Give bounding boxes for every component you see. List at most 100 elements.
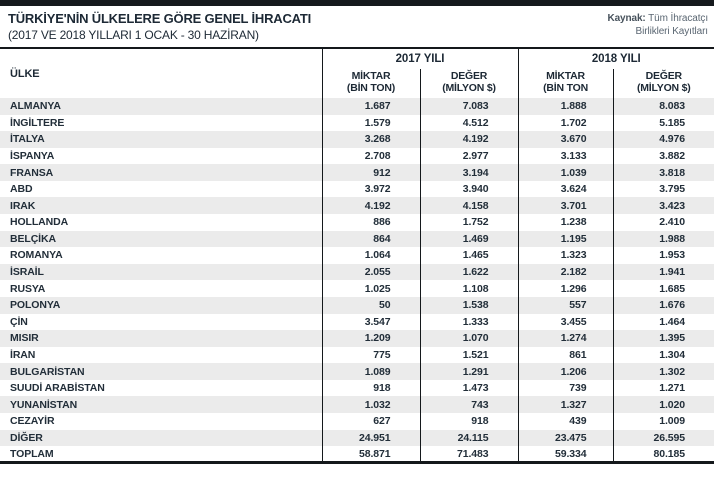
value-cell: 2.977 xyxy=(419,147,519,165)
country-cell: CEZAYİR xyxy=(0,412,323,430)
value-cell: 1.702 xyxy=(517,114,614,132)
value-cell: 1.070 xyxy=(419,330,519,347)
value-cell: 627 xyxy=(373,415,391,428)
value-cell: 3.547 xyxy=(364,315,391,328)
table-row: BELÇİKA 864 1.469 1.195 1.988 xyxy=(0,230,714,248)
exports-table: ÜLKE 2017 YILI 2018 YILI MİKTAR (BİN TON… xyxy=(0,47,714,465)
value-cell: 1.020 xyxy=(612,396,714,413)
value-cell: 4.192 xyxy=(364,199,391,212)
value-cell: 1.271 xyxy=(612,379,714,397)
value-cell: 912 xyxy=(373,166,391,179)
table-row: YUNANİSTAN 1.032 743 1.327 1.020 xyxy=(0,396,714,413)
header-line: DEĞER xyxy=(645,70,683,82)
value-cell: 50 xyxy=(379,299,391,312)
value-cell: 1.323 xyxy=(517,247,614,264)
value-cell: 743 xyxy=(419,396,519,413)
table-row: DİĞER 24.951 24.115 23.475 26.595 xyxy=(0,429,714,447)
value-cell: 3.882 xyxy=(612,147,714,165)
value-cell: 3.133 xyxy=(517,147,614,165)
country-cell: DİĞER xyxy=(0,429,323,447)
value-cell: 24.115 xyxy=(419,429,519,447)
country-cell: IRAK xyxy=(0,197,323,215)
value-cell: 3.818 xyxy=(612,164,714,181)
table-row: İTALYA 3.268 4.192 3.670 4.976 xyxy=(0,131,714,148)
value-cell: 918 xyxy=(419,412,519,430)
value-cell: 1.988 xyxy=(612,230,714,248)
table-row: İRAN 775 1.521 861 1.304 xyxy=(0,346,714,364)
table-row: MISIR 1.209 1.070 1.274 1.395 xyxy=(0,330,714,347)
top-accent-bar xyxy=(0,0,714,6)
value-cell: 1.032 xyxy=(364,398,391,411)
value-cell: 2.182 xyxy=(517,263,614,281)
value-cell: 59.334 xyxy=(517,446,614,463)
value-cell: 3.455 xyxy=(517,313,614,331)
table-row: ALMANYA 1.687 7.083 1.888 8.083 xyxy=(0,98,714,115)
value-cell: 1.521 xyxy=(419,346,519,364)
value-cell: 1.327 xyxy=(517,396,614,413)
value-cell: 1.953 xyxy=(612,247,714,264)
column-group-2018: 2018 YILI xyxy=(517,48,714,69)
value-cell: 864 xyxy=(373,232,391,245)
value-cell: 1.291 xyxy=(419,363,519,380)
value-cell: 3.795 xyxy=(612,180,714,198)
value-cell: 1.752 xyxy=(419,214,519,231)
source-text-line1: Tüm İhracatçı xyxy=(645,13,708,24)
table-row: İSRAİL 2.055 1.622 2.182 1.941 xyxy=(0,263,714,281)
value-cell: 1.304 xyxy=(612,346,714,364)
value-cell: 918 xyxy=(373,382,391,395)
value-cell: 24.951 xyxy=(358,431,391,444)
value-cell: 8.083 xyxy=(612,98,714,115)
value-cell: 3.972 xyxy=(364,183,391,196)
value-cell: 1.676 xyxy=(612,296,714,314)
country-cell: YUNANİSTAN xyxy=(0,396,323,413)
value-cell: 5.185 xyxy=(612,114,714,132)
header-line: (BİN TON) xyxy=(346,82,396,95)
source-text-line2: Birlikleri Kayıtları xyxy=(635,25,709,37)
column-header-2018-deger: DEĞER (MİLYON $) xyxy=(612,69,714,98)
country-cell: RUSYA xyxy=(0,280,323,297)
country-cell: İSPANYA xyxy=(0,147,323,165)
table-row: TOPLAM 58.871 71.483 59.334 80.185 xyxy=(0,446,714,463)
value-cell: 1.039 xyxy=(517,164,614,181)
value-cell: 1.195 xyxy=(517,230,614,248)
value-cell: 1.025 xyxy=(364,282,391,295)
header-line: DEĞER xyxy=(450,70,488,82)
table-row: ROMANYA 1.064 1.465 1.323 1.953 xyxy=(0,247,714,264)
value-cell: 1.622 xyxy=(419,263,519,281)
table-row: SUUDİ ARABİSTAN 918 1.473 739 1.271 xyxy=(0,379,714,397)
value-cell: 3.701 xyxy=(517,197,614,215)
value-cell: 739 xyxy=(517,379,614,397)
value-cell: 1.209 xyxy=(364,332,391,345)
value-cell: 1.009 xyxy=(612,412,714,430)
value-cell: 2.055 xyxy=(364,266,391,279)
value-cell: 1.473 xyxy=(419,379,519,397)
value-cell: 1.579 xyxy=(364,116,391,129)
table-row: FRANSA 912 3.194 1.039 3.818 xyxy=(0,164,714,181)
value-cell: 439 xyxy=(517,412,614,430)
country-cell: ÇİN xyxy=(0,313,323,331)
country-cell: MISIR xyxy=(0,330,323,347)
value-cell: 3.624 xyxy=(517,180,614,198)
value-cell: 1.302 xyxy=(612,363,714,380)
value-cell: 1.333 xyxy=(419,313,519,331)
value-cell: 3.423 xyxy=(612,197,714,215)
sub-header-row: MİKTAR (BİN TON) DEĞER (MİLYON $) MİKTAR… xyxy=(0,69,714,98)
value-cell: 557 xyxy=(517,296,614,314)
table-row: POLONYA 50 1.538 557 1.676 xyxy=(0,296,714,314)
value-cell: 2.410 xyxy=(612,214,714,231)
value-cell: 1.469 xyxy=(419,230,519,248)
country-cell: BULGARİSTAN xyxy=(0,363,323,380)
value-cell: 775 xyxy=(373,348,391,361)
value-cell: 1.687 xyxy=(364,100,391,113)
source-note: Kaynak: Tüm İhracatçı Birlikleri Kayıtla… xyxy=(607,12,708,38)
value-cell: 4.512 xyxy=(419,114,519,132)
column-group-2017: 2017 YILI xyxy=(395,53,445,65)
column-header-country: ÜLKE xyxy=(0,48,323,98)
country-cell: BELÇİKA xyxy=(0,230,323,248)
page-subtitle: (2017 VE 2018 YILLARI 1 OCAK - 30 HAZİRA… xyxy=(8,28,259,43)
country-cell: ROMANYA xyxy=(0,247,323,264)
country-cell: İSRAİL xyxy=(0,263,323,281)
country-cell: SUUDİ ARABİSTAN xyxy=(0,379,323,397)
country-cell: İTALYA xyxy=(0,131,323,148)
value-cell: 1.465 xyxy=(419,247,519,264)
